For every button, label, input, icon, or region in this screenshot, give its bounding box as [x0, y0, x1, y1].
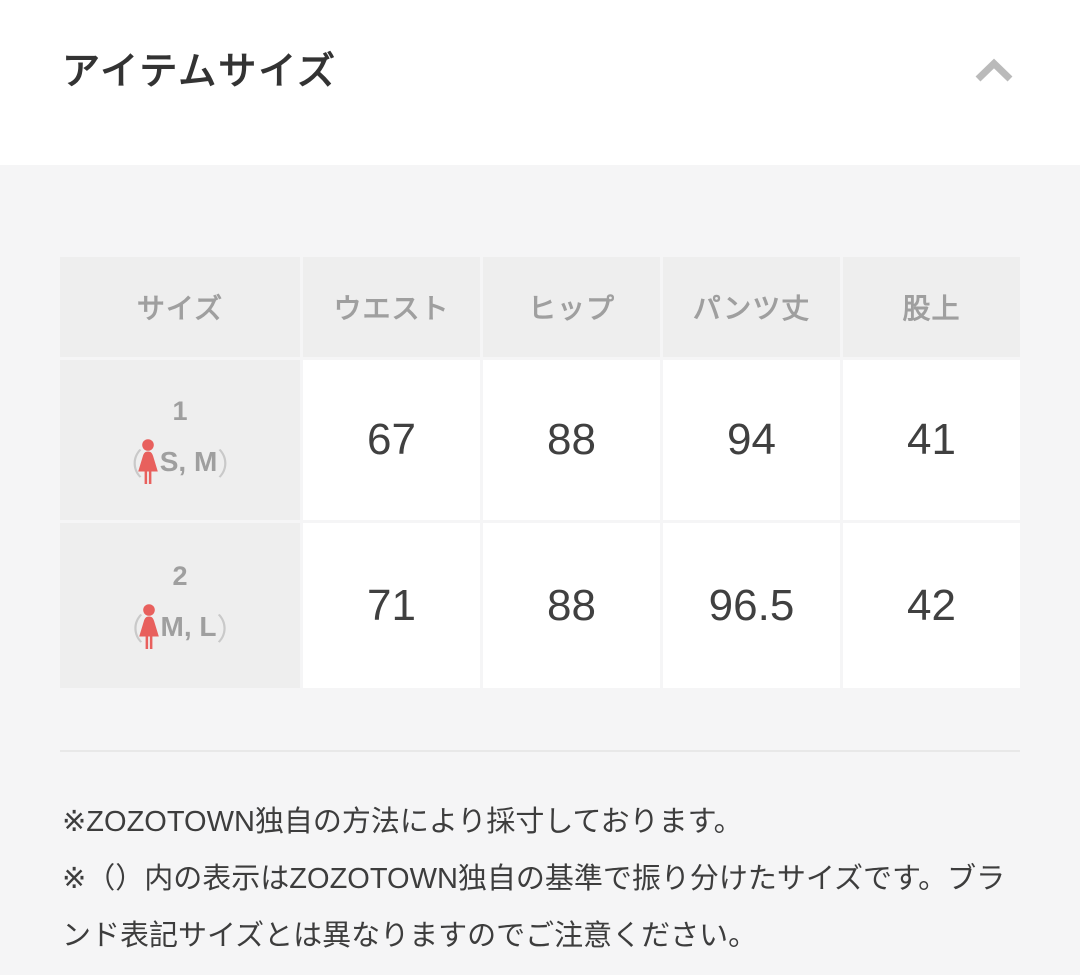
size-table: サイズ ウエスト ヒップ パンツ丈 股上 1 （ S, M ） — [60, 257, 1020, 688]
table-cell-rise: 41 — [843, 360, 1020, 520]
section-header-toggle[interactable]: アイテムサイズ — [0, 0, 1080, 165]
table-cell-length: 94 — [663, 360, 840, 520]
fit-label: S, M — [159, 445, 218, 477]
woman-icon — [138, 604, 160, 650]
column-header-size: サイズ — [60, 257, 300, 357]
woman-icon — [137, 438, 159, 485]
table-cell-waist: 67 — [303, 360, 480, 520]
table-cell-hip: 88 — [483, 360, 660, 520]
section-title: アイテムサイズ — [62, 51, 338, 93]
size-fit: （ M, L ） — [114, 604, 247, 650]
section-body: サイズ ウエスト ヒップ パンツ丈 股上 1 （ S, M ） — [0, 165, 1080, 975]
paren-open: （ — [112, 448, 143, 482]
divider — [60, 750, 1020, 752]
paren-close: ） — [217, 448, 248, 482]
paren-close: ） — [216, 614, 247, 647]
size-fit: （ S, M ） — [112, 438, 248, 485]
chevron-up-icon[interactable] — [974, 58, 1014, 84]
paren-open: （ — [113, 614, 144, 647]
size-number: 2 — [172, 561, 188, 591]
table-cell-hip: 88 — [483, 523, 660, 688]
note-size-basis: ※（）内の表示はZOZOTOWN独自の基準で振り分けたサイズです。ブランド表記サ… — [62, 863, 1006, 952]
table-cell-rise: 42 — [843, 523, 1020, 688]
column-header-rise: 股上 — [843, 257, 1020, 357]
column-header-hip: ヒップ — [483, 257, 660, 357]
column-header-length: パンツ丈 — [663, 257, 840, 357]
column-header-waist: ウエスト — [303, 257, 480, 357]
table-row-1-size-cell: 1 （ S, M ） — [60, 360, 300, 520]
size-number: 1 — [172, 395, 188, 426]
table-cell-length: 96.5 — [663, 523, 840, 688]
table-row-2-size-cell: 2 （ M, L ） — [60, 523, 300, 688]
table-cell-waist: 71 — [303, 523, 480, 688]
fit-label: M, L — [160, 611, 217, 642]
note-measurement: ※ZOZOTOWN独自の方法により採寸しております。 — [62, 806, 743, 838]
